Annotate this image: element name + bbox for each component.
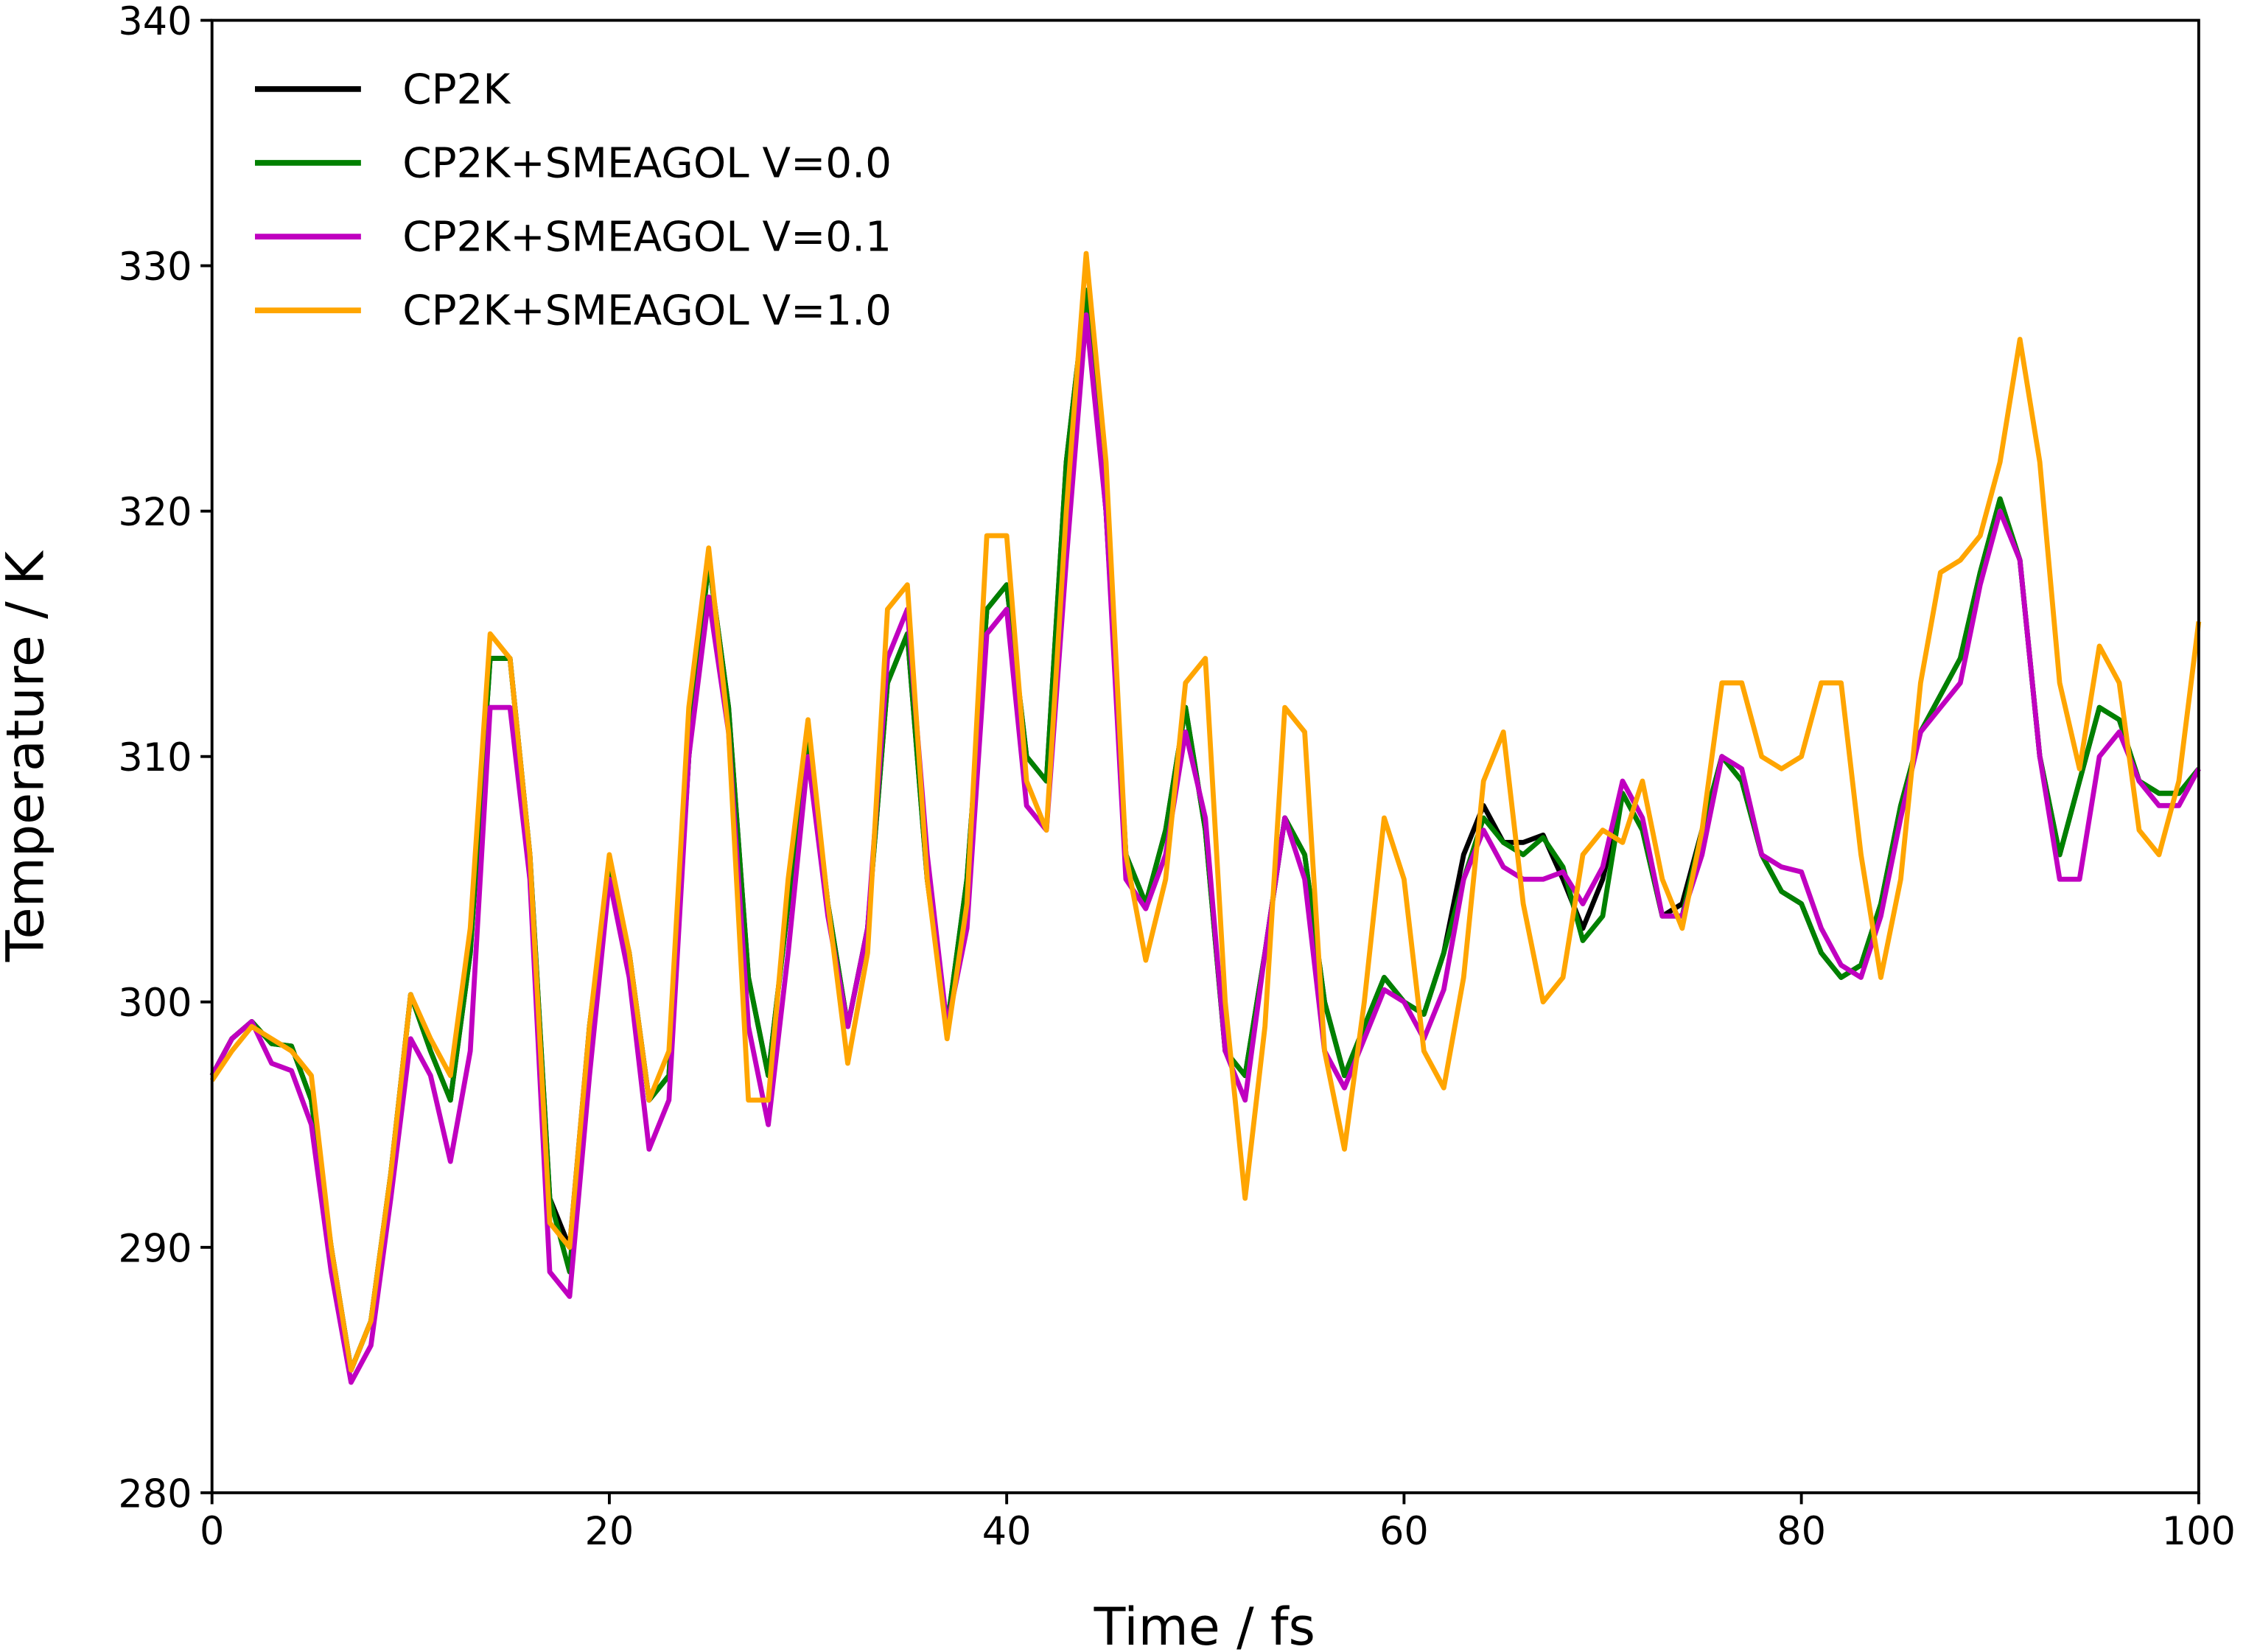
legend-label: CP2K <box>402 66 511 113</box>
x-tick-label: 60 <box>1379 1509 1429 1554</box>
plot-area <box>209 251 2202 1385</box>
x-tick-label: 20 <box>585 1509 634 1554</box>
y-axis-label: Temperature / K <box>0 550 55 962</box>
legend: CP2K CP2K+SMEAGOL V=0.0 CP2K+SMEAGOL V=0.1… <box>255 66 892 335</box>
y-tick-label: 310 <box>118 735 192 780</box>
y-tick-label: 330 <box>118 245 192 290</box>
y-tick-label: 290 <box>118 1226 192 1271</box>
data-line <box>209 251 2202 1373</box>
y-tick-label: 320 <box>118 490 192 535</box>
y-tick-label: 340 <box>118 0 192 44</box>
x-tick-label: 100 <box>2162 1509 2236 1554</box>
x-tick-label: 0 <box>200 1509 224 1554</box>
y-tick-label: 280 <box>118 1471 192 1516</box>
legend-label: CP2K+SMEAGOL V=1.0 <box>402 287 892 335</box>
legend-label: CP2K+SMEAGOL V=0.0 <box>402 139 892 187</box>
axes: 0 20 40 60 80 100 280 290 300 310 320 330 340 <box>118 0 2236 1554</box>
y-tick-label: 300 <box>118 981 192 1026</box>
legend-label: CP2K+SMEAGOL V=0.1 <box>402 214 892 262</box>
x-tick-label: 40 <box>982 1509 1032 1554</box>
x-tick-label: 80 <box>1777 1509 1826 1554</box>
x-axis-label: Time / fs <box>1094 1597 1315 1652</box>
